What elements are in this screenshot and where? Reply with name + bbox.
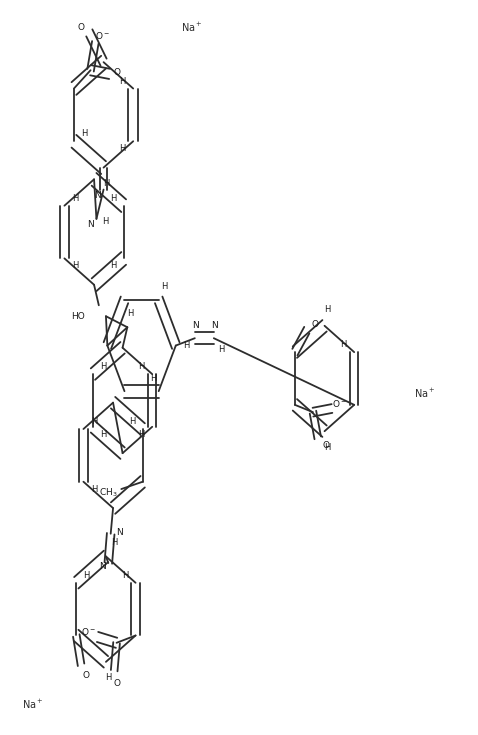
Text: O: O [113,678,120,687]
Text: O$^-$: O$^-$ [95,29,110,40]
Text: CH$_3$: CH$_3$ [98,487,117,499]
Text: H: H [110,261,117,270]
Text: Na$^+$: Na$^+$ [22,698,43,711]
Text: H: H [150,373,156,382]
Text: H: H [161,282,168,291]
Text: H: H [91,484,97,493]
Text: H: H [105,673,111,683]
Text: H: H [81,129,87,138]
Text: H: H [110,194,117,203]
Text: H: H [139,430,145,439]
Text: H: H [84,571,90,580]
Text: N: N [211,320,218,329]
Text: O$^-$: O$^-$ [81,626,97,637]
Text: H: H [183,341,189,350]
Text: H: H [324,305,330,314]
Text: H: H [103,179,109,188]
Text: H: H [91,417,97,426]
Text: H: H [100,362,107,371]
Text: H: H [127,309,133,318]
Text: H: H [324,442,330,452]
Text: O: O [323,440,330,450]
Text: H: H [102,218,108,226]
Text: H: H [218,345,224,354]
Text: O: O [82,671,89,681]
Text: N: N [87,220,94,229]
Text: N: N [192,320,199,329]
Text: O$^-$: O$^-$ [332,398,347,409]
Text: O: O [113,68,120,77]
Text: N: N [116,528,123,537]
Text: HO: HO [71,312,85,320]
Text: H: H [111,538,118,547]
Text: H: H [100,430,107,439]
Text: O: O [312,320,319,329]
Text: H: H [139,362,145,371]
Text: H: H [122,571,128,580]
Text: H: H [72,194,78,203]
Text: N: N [99,562,106,571]
Text: H: H [120,144,126,153]
Text: H: H [129,417,135,426]
Text: O: O [77,23,84,32]
Text: H: H [120,76,126,86]
Text: Na$^+$: Na$^+$ [413,387,435,400]
Text: Na$^+$: Na$^+$ [181,21,202,34]
Text: H: H [340,340,347,349]
Text: H: H [72,261,78,270]
Text: N: N [94,191,101,200]
